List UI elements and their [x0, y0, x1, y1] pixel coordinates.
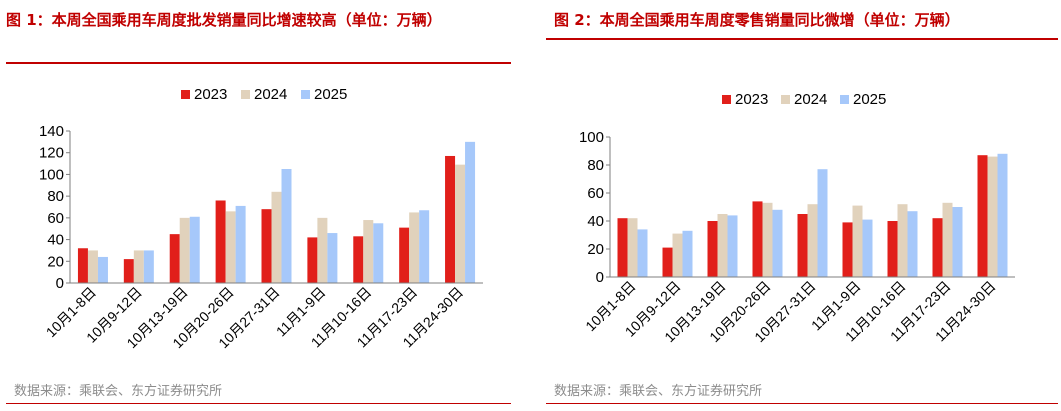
title-rule — [546, 38, 1058, 40]
y-tick-label: 40 — [587, 213, 604, 230]
bar-2024 — [271, 191, 282, 283]
y-tick-label: 60 — [587, 185, 604, 202]
bar-2024 — [87, 250, 98, 283]
bar-2024 — [852, 205, 863, 277]
bar-2025 — [97, 256, 108, 283]
bar-2024 — [897, 204, 908, 277]
legend-swatch — [301, 90, 310, 99]
bar-2025 — [952, 207, 963, 277]
bar-2023 — [445, 155, 456, 283]
bar-2024 — [179, 217, 190, 283]
bar-2024 — [627, 218, 638, 277]
bar-2023 — [707, 221, 718, 277]
legend-label: 2023 — [735, 91, 768, 108]
legend-swatch — [241, 90, 250, 99]
bar-2024 — [717, 214, 728, 277]
bar-2023 — [932, 218, 943, 277]
bar-2025 — [419, 210, 430, 283]
y-tick-label: 0 — [596, 269, 604, 286]
bar-2025 — [727, 215, 738, 277]
bar-2023 — [617, 218, 628, 277]
legend-label: 2024 — [794, 91, 827, 108]
bar-2024 — [133, 250, 144, 283]
legend-label: 2025 — [853, 91, 886, 108]
bar-2025 — [772, 209, 783, 277]
bar-2025 — [817, 169, 828, 277]
y-tick-label: 120 — [39, 145, 64, 162]
bar-2025 — [281, 169, 292, 283]
y-tick-label: 0 — [56, 275, 64, 292]
bar-2023 — [123, 259, 134, 283]
bar-2024 — [455, 164, 466, 283]
bar-2024 — [317, 217, 328, 283]
bar-2023 — [307, 237, 318, 283]
source-note: 数据来源：乘联会、东方证券研究所 — [554, 384, 763, 399]
bar-2024 — [762, 202, 773, 277]
bar-2025 — [235, 205, 246, 283]
bottom-rule — [546, 403, 1058, 404]
bar-2025 — [862, 219, 873, 277]
y-tick-label: 100 — [39, 166, 64, 183]
wholesale-bar-chart: 2023 2024 202502040608010012014010月1-8日10月… — [39, 86, 483, 351]
legend-label: 2023 — [194, 86, 227, 103]
bar-2024 — [987, 156, 998, 277]
legend-label: 2024 — [254, 86, 287, 103]
bar-2023 — [215, 200, 226, 283]
bottom-rule — [6, 403, 511, 404]
y-tick-label: 60 — [47, 210, 64, 227]
legend-swatch — [840, 95, 849, 104]
bar-2024 — [225, 211, 236, 283]
bar-2023 — [261, 209, 272, 283]
bar-2025 — [997, 153, 1008, 277]
bar-2023 — [169, 234, 180, 283]
chart-panel-retail: 图 2：本周全国乘用车周度零售销量同比微增（单位：万辆） 2023 2024 202… — [540, 0, 1061, 411]
bar-2023 — [399, 227, 410, 283]
bar-2023 — [887, 221, 898, 277]
bar-2024 — [942, 202, 953, 277]
bar-2023 — [662, 247, 673, 277]
chart-title: 图 2：本周全国乘用车周度零售销量同比微增（单位：万辆） — [554, 11, 960, 29]
bar-2025 — [907, 211, 918, 277]
bar-2025 — [465, 141, 476, 283]
bar-2023 — [353, 236, 364, 283]
bar-2023 — [797, 214, 808, 277]
y-tick-label: 40 — [47, 232, 64, 249]
bar-2023 — [752, 201, 763, 277]
legend-swatch — [181, 90, 190, 99]
chart-title: 图 1：本周全国乘用车周度批发销量同比增速较高（单位：万辆） — [6, 11, 442, 29]
chart-panel-wholesale: 图 1：本周全国乘用车周度批发销量同比增速较高（单位：万辆） 2023 2024 2… — [0, 0, 520, 411]
bar-2025 — [327, 233, 338, 283]
bar-2025 — [189, 216, 200, 283]
legend-swatch — [722, 95, 731, 104]
y-tick-label: 20 — [47, 253, 64, 270]
bar-2025 — [682, 230, 693, 277]
source-note: 数据来源：乘联会、东方证券研究所 — [14, 384, 223, 399]
y-tick-label: 80 — [587, 157, 604, 174]
title-rule — [6, 62, 511, 64]
y-tick-label: 80 — [47, 188, 64, 205]
bar-2023 — [77, 248, 88, 283]
bar-2023 — [977, 155, 988, 277]
bar-2024 — [409, 212, 420, 283]
bar-2025 — [143, 250, 154, 283]
y-tick-label: 140 — [39, 123, 64, 140]
bar-2023 — [842, 222, 853, 277]
bar-2024 — [807, 204, 818, 277]
y-tick-label: 20 — [587, 241, 604, 258]
legend-label: 2025 — [314, 86, 347, 103]
retail-bar-chart: 2023 2024 202502040608010010月1-8日10月9-12日1… — [579, 91, 1015, 345]
bar-2025 — [637, 229, 648, 277]
legend-swatch — [781, 95, 790, 104]
bar-2024 — [672, 233, 683, 277]
bar-2024 — [363, 220, 374, 283]
bar-2025 — [373, 223, 384, 283]
y-tick-label: 100 — [579, 129, 604, 146]
